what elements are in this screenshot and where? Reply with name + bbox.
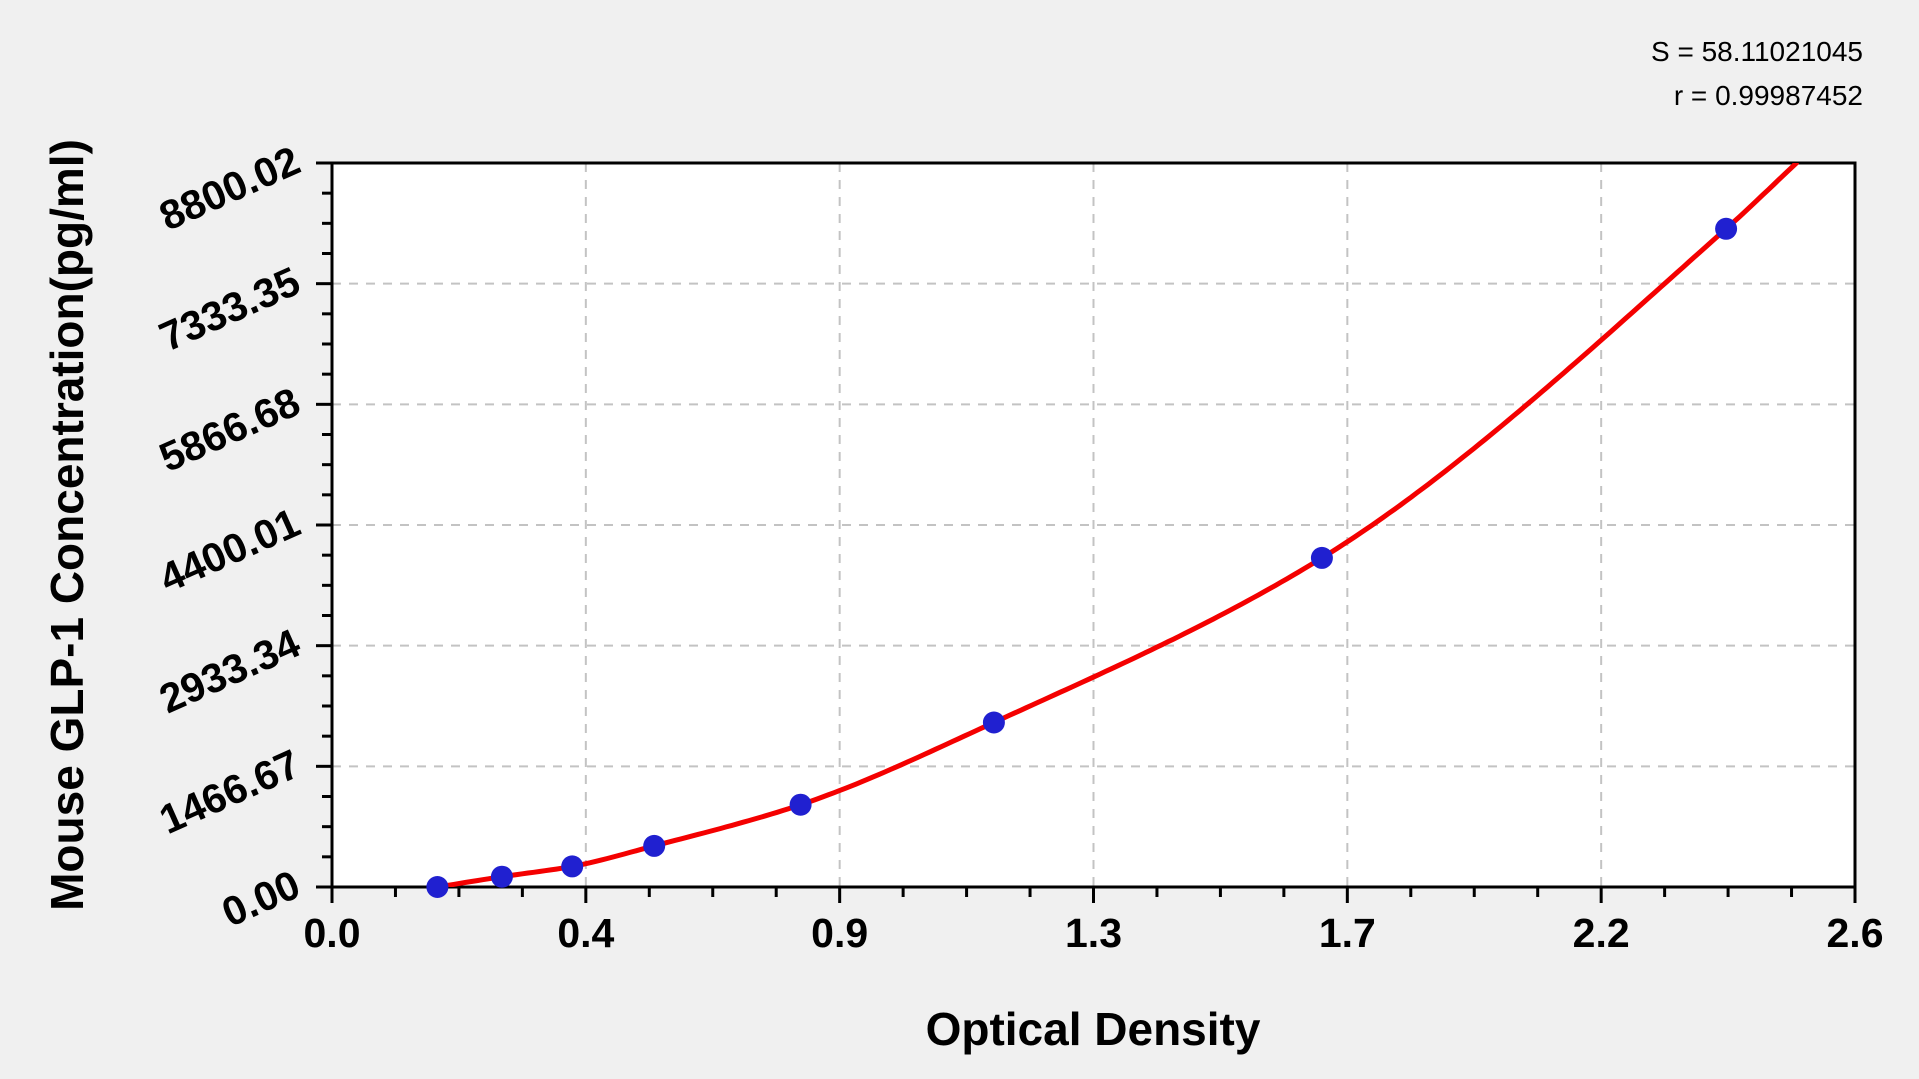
data-point (643, 834, 666, 857)
stat-r-value: r = 0.99987452 (1673, 80, 1863, 111)
y-tick-label: 5866.68 (153, 379, 307, 481)
x-tick-label: 0.0 (304, 910, 361, 956)
data-point (426, 876, 449, 898)
y-tick-label: 4400.01 (153, 499, 307, 601)
x-tick-label: 0.9 (811, 910, 868, 956)
y-tick-label: 8800.02 (153, 137, 307, 239)
data-point (1715, 217, 1738, 240)
plot-frame (330, 161, 1857, 889)
x-axis-title: Optical Density (925, 1003, 1261, 1055)
data-point (490, 865, 513, 888)
y-tick-label: 0.00 (215, 861, 307, 935)
y-tick-label: 2933.34 (153, 620, 307, 722)
x-tick-label: 0.4 (557, 910, 614, 956)
x-tick-label: 2.6 (1827, 910, 1884, 956)
y-tick-label: 7333.35 (153, 258, 307, 360)
stat-s-value: S = 58.11021045 (1650, 36, 1863, 67)
data-point (789, 793, 812, 816)
x-tick-label: 2.2 (1573, 910, 1630, 956)
data-point (982, 711, 1005, 734)
data-point (561, 855, 584, 878)
y-tick-label: 1466.67 (153, 741, 307, 843)
data-point (1310, 546, 1333, 569)
x-tick-label: 1.7 (1319, 910, 1376, 956)
fit-statistics: S = 58.11021045 r = 0.99987452 (1651, 30, 1863, 118)
x-tick-label: 1.3 (1065, 910, 1122, 956)
